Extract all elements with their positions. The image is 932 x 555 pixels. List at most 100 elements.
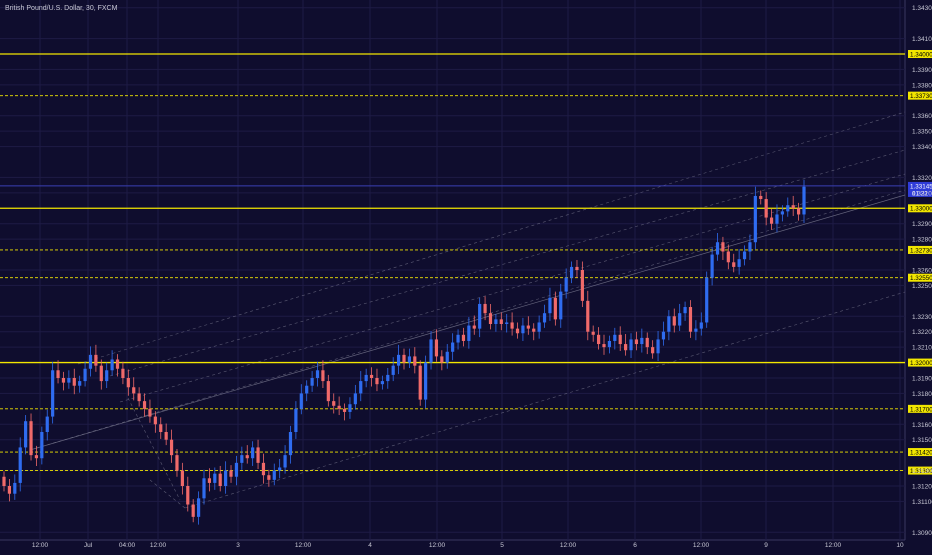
candle-body: [586, 300, 590, 332]
candle-body: [796, 208, 801, 215]
candles: [2, 179, 806, 525]
level-label-bg: [908, 91, 932, 100]
candle-body: [764, 199, 768, 218]
candle-body: [515, 328, 520, 334]
candle-body: [672, 316, 676, 326]
candle-body: [186, 486, 190, 505]
level-label: 1.31300: [910, 468, 932, 475]
candle-body: [705, 277, 709, 323]
price-tick-label: 1.32500: [912, 283, 932, 290]
horizontal-levels[interactable]: 1.34000 1.33730 1.33000 1.32730 1.32550 1.320…: [0, 50, 932, 475]
candle-body: [424, 362, 428, 400]
price-tick-label: 1.32200: [912, 329, 932, 336]
candle-body: [99, 365, 103, 382]
candle-body: [688, 307, 693, 332]
time-axis[interactable]: 12:00 Jul 04:00 12:00 3 12:00 4 12:00 5 12:00 6 12:…: [32, 542, 904, 549]
time-tick-label: 12:00: [560, 542, 577, 549]
candle-body: [110, 359, 114, 371]
price-tick-label: 1.33200: [912, 175, 932, 182]
candle-body: [769, 217, 774, 224]
candle-body: [294, 408, 298, 432]
level-label-bg: [908, 404, 932, 413]
level-label: 1.32730: [910, 247, 932, 254]
candle-body: [607, 340, 612, 348]
candle-body: [418, 365, 422, 400]
candle-body: [142, 401, 147, 409]
candle-body: [537, 322, 541, 332]
level-label-bg: [908, 448, 932, 457]
price-tick-label: 1.30900: [912, 530, 932, 537]
candle-body: [629, 339, 633, 351]
trend-channel: [29, 111, 906, 509]
channel-line: [149, 479, 186, 509]
level-label: 1.32000: [910, 360, 932, 367]
price-tick-label: 1.31600: [912, 422, 932, 429]
candle-body: [580, 270, 584, 301]
countdown-label: 01:22: [912, 190, 928, 197]
time-tick-label: 12:00: [429, 542, 446, 549]
price-tick-label: 1.33100: [912, 190, 932, 197]
price-tick-label: 1.31300: [912, 468, 932, 475]
candle-body: [618, 334, 622, 345]
time-tick-label: 6: [633, 542, 637, 549]
candle-body: [234, 462, 239, 477]
candle-body: [494, 319, 498, 324]
candle-body: [467, 325, 471, 341]
candle-body: [548, 297, 552, 314]
candle-body: [224, 470, 228, 486]
candle-body: [180, 470, 184, 486]
candle-body: [132, 387, 136, 394]
candle-body: [715, 242, 720, 255]
candle-body: [624, 344, 628, 351]
price-axis[interactable]: 1.34300 1.34100 1.33900 1.33800 1.33600 1.335…: [912, 5, 932, 537]
candle-body: [94, 354, 98, 366]
candle-body: [726, 251, 730, 263]
candle-body: [34, 455, 39, 459]
candle-body: [245, 455, 249, 459]
candle-body: [440, 356, 444, 363]
candle-body: [667, 316, 671, 332]
candle-body: [456, 334, 460, 343]
candle-body: [380, 381, 384, 385]
candle-body: [202, 478, 206, 499]
candle-body: [748, 242, 752, 252]
time-tick-label: 4: [368, 542, 372, 549]
candle-body: [575, 266, 579, 270]
candle-body: [164, 432, 168, 440]
candle-body: [315, 370, 320, 378]
candle-body: [483, 303, 487, 314]
price-tick-label: 1.33600: [912, 113, 932, 120]
candle-body: [272, 470, 276, 480]
candle-body: [732, 262, 736, 267]
candle-body: [375, 378, 379, 385]
candle-body: [261, 462, 266, 476]
candle-body: [656, 339, 660, 354]
price-tick-label: 1.34100: [912, 36, 932, 43]
candle-body: [13, 482, 17, 494]
candle-body: [661, 331, 666, 340]
candle-body: [359, 381, 363, 394]
candle-body: [213, 473, 217, 483]
candle-body: [105, 370, 109, 382]
candle-body: [240, 455, 244, 463]
candle-body: [337, 405, 341, 409]
candle-body: [526, 325, 530, 329]
candle-body: [429, 339, 433, 363]
candle-body: [364, 374, 368, 382]
candle-body: [83, 368, 87, 382]
price-tick-label: 1.33800: [912, 82, 932, 89]
candle-body: [402, 354, 406, 363]
candle-body: [737, 259, 741, 267]
candle-body: [780, 211, 784, 215]
candle-body: [321, 370, 325, 382]
time-tick-label: 10: [896, 542, 904, 549]
level-label-bg: [908, 273, 932, 282]
candle-body: [207, 478, 212, 483]
level-label-bg: [908, 50, 932, 58]
price-tick-label: 1.32300: [912, 314, 932, 321]
candle-body: [18, 447, 22, 483]
channel-line: [127, 397, 181, 501]
current-price-label-bg: [908, 181, 932, 197]
